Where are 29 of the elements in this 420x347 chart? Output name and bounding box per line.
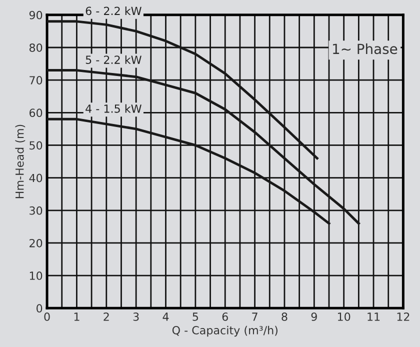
- y-tick-label: 0: [36, 304, 42, 313]
- y-tick-label: 30: [30, 206, 42, 215]
- x-tick-label: 1: [74, 312, 80, 321]
- x-tick-label: 12: [397, 312, 410, 321]
- series-label: 4 - 1.5 kW: [86, 104, 142, 113]
- y-axis-title: Hm-Head (m): [15, 124, 26, 198]
- y-tick-label: 60: [30, 108, 42, 118]
- x-tick-label: 3: [133, 312, 139, 321]
- x-tick-label: 0: [44, 312, 50, 321]
- x-tick-label: 6: [222, 312, 228, 321]
- x-tick-label: 7: [252, 312, 258, 321]
- x-tick-label: 8: [282, 312, 288, 321]
- y-tick-label: 80: [29, 43, 42, 52]
- series-label: 6 - 2.2 kW: [86, 6, 142, 16]
- x-tick-label: 5: [192, 312, 198, 321]
- x-tick-label: 10: [338, 312, 350, 321]
- y-tick-label: 90: [29, 10, 42, 20]
- x-tick-label: 11: [368, 312, 380, 321]
- y-tick-label: 40: [29, 174, 42, 182]
- y-tick-label: 70: [30, 76, 42, 84]
- x-tick-label: 2: [104, 312, 109, 321]
- y-tick-label: 50: [30, 141, 42, 150]
- annotation: 1~ Phase: [333, 43, 398, 54]
- x-tick-label: 4: [162, 312, 169, 321]
- y-tick-label: 20: [30, 238, 42, 248]
- series-label: 5 - 2.2 kW: [86, 55, 142, 64]
- y-tick-label: 10: [30, 272, 42, 280]
- x-axis-title: Q - Capacity (m³/h): [172, 326, 278, 337]
- x-tick-label: 9: [311, 312, 317, 321]
